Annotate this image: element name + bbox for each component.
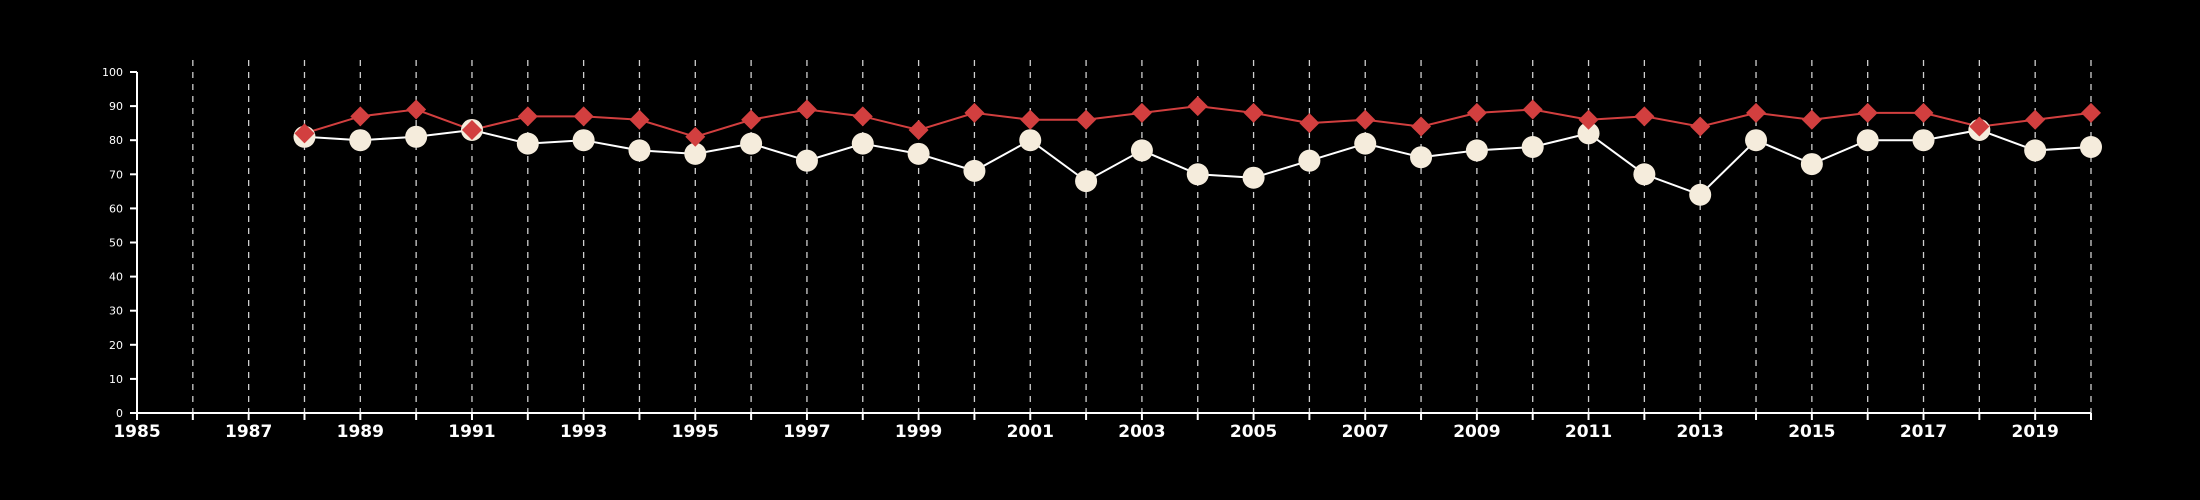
- diamond-marker: [406, 99, 427, 120]
- circle-marker: [684, 142, 707, 165]
- diamond-marker: [964, 102, 985, 123]
- x-tick-label: 2019: [2012, 422, 2059, 442]
- x-tick-label: 1995: [672, 422, 719, 442]
- diamond-marker: [1243, 102, 1264, 123]
- y-tick-label: 10: [109, 373, 123, 386]
- diamond-marker: [294, 123, 315, 144]
- x-tick-label: 1989: [337, 422, 384, 442]
- diamond-marker: [1131, 102, 1152, 123]
- circle-marker: [516, 132, 539, 155]
- circle-marker: [1689, 183, 1712, 206]
- diamond-marker: [1634, 106, 1655, 127]
- x-tick-label: 2015: [1788, 422, 1835, 442]
- series: [293, 96, 2102, 206]
- diamond-marker: [685, 126, 706, 147]
- x-tick-label: 2003: [1118, 422, 1165, 442]
- x-tick-label: 1987: [225, 422, 272, 442]
- diamond-marker: [1076, 109, 1097, 130]
- x-tick-label: 2001: [1007, 422, 1054, 442]
- circle-marker: [1242, 166, 1265, 189]
- circle-marker: [963, 159, 986, 182]
- diamond-marker: [1801, 109, 1822, 130]
- circle-marker: [1130, 139, 1153, 162]
- diamond-marker: [1578, 109, 1599, 130]
- y-tick-label: 70: [109, 168, 123, 181]
- x-tick-label: 2007: [1342, 422, 1389, 442]
- circle-marker: [1410, 146, 1433, 169]
- circle-marker: [405, 125, 428, 148]
- diamond-marker: [796, 99, 817, 120]
- diamond-marker: [1746, 102, 1767, 123]
- circle-marker: [572, 129, 595, 152]
- diamond-marker: [852, 106, 873, 127]
- diamond-marker: [741, 109, 762, 130]
- x-tick-label: 1993: [560, 422, 607, 442]
- circle-marker: [628, 139, 651, 162]
- y-tick-label: 60: [109, 202, 123, 215]
- y-tick-label: 40: [109, 271, 123, 284]
- circle-marker: [795, 149, 818, 172]
- y-tick-label: 50: [109, 237, 123, 250]
- diamond-marker: [2025, 109, 2046, 130]
- diamond-marker: [1466, 102, 1487, 123]
- y-tick-label: 100: [102, 66, 123, 79]
- circle-marker: [1800, 153, 1823, 176]
- diamond-marker: [1299, 113, 1320, 134]
- circle-marker: [740, 132, 763, 155]
- x-tick-label: 1999: [895, 422, 942, 442]
- circle-marker: [1298, 149, 1321, 172]
- diamond-marker: [1522, 99, 1543, 120]
- circle-marker: [1633, 163, 1656, 186]
- diamond-marker: [1857, 102, 1878, 123]
- circle-marker: [1521, 136, 1544, 159]
- x-tick-label: 2005: [1230, 422, 1277, 442]
- circle-marker: [1465, 139, 1488, 162]
- diamond-marker: [1969, 116, 1990, 137]
- diamond-marker: [908, 119, 929, 140]
- circle-marker: [1745, 129, 1768, 152]
- circle-marker: [2024, 139, 2047, 162]
- x-tick-label: 2013: [1677, 422, 1724, 442]
- circle-marker: [1075, 170, 1098, 193]
- x-tick-label: 2009: [1453, 422, 1500, 442]
- x-tick-label: 2017: [1900, 422, 1947, 442]
- circle-marker: [2080, 136, 2102, 159]
- circle-marker: [1856, 129, 1879, 152]
- diamond-marker: [1020, 109, 1041, 130]
- x-tick-label: 2011: [1565, 422, 1612, 442]
- diamond-marker: [2081, 102, 2101, 123]
- diamond-marker: [1690, 116, 1711, 137]
- y-tick-label: 30: [109, 305, 123, 318]
- diamond-marker: [461, 119, 482, 140]
- y-tick-label: 0: [116, 407, 123, 420]
- circle-marker: [349, 129, 372, 152]
- circle-marker: [1354, 132, 1377, 155]
- y-tick-label: 80: [109, 134, 123, 147]
- y-tick-label: 90: [109, 100, 123, 113]
- diamond-marker: [1913, 102, 1934, 123]
- circle-marker: [851, 132, 874, 155]
- x-tick-label: 1985: [113, 422, 160, 442]
- diamond-marker: [573, 106, 594, 127]
- diamond-marker: [1411, 116, 1432, 137]
- circle-marker: [1186, 163, 1209, 186]
- x-tick-label: 1997: [783, 422, 830, 442]
- diamond-marker: [629, 109, 650, 130]
- diamond-marker: [1355, 109, 1376, 130]
- circle-marker: [1912, 129, 1935, 152]
- circle-marker: [1019, 129, 1042, 152]
- diamond-marker: [1187, 96, 1208, 117]
- y-tick-label: 20: [109, 339, 123, 352]
- circle-marker: [1577, 122, 1600, 145]
- axes: 0 10 20 30 40 50 60 70 80 90 100 1985 1987 1989 1991 19…: [102, 66, 2092, 442]
- circle-marker: [907, 142, 930, 165]
- diamond-marker: [350, 106, 371, 127]
- diamond-marker: [517, 106, 538, 127]
- x-tick-label: 1991: [448, 422, 495, 442]
